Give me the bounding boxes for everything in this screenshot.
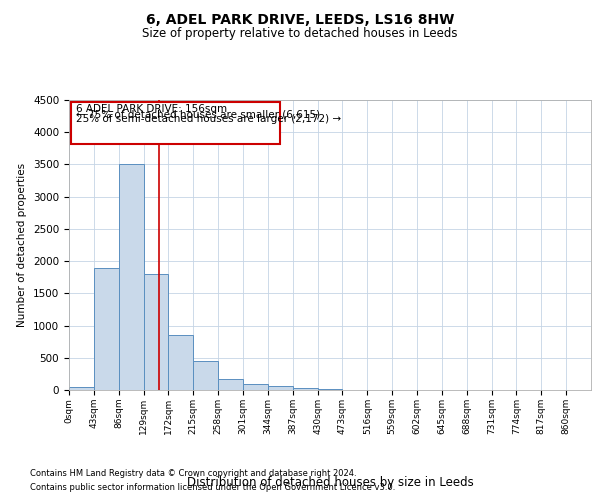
Text: Contains public sector information licensed under the Open Government Licence v3: Contains public sector information licen…: [30, 484, 395, 492]
Bar: [143, 274, 169, 390]
Y-axis label: Number of detached properties: Number of detached properties: [17, 163, 28, 327]
Text: Contains HM Land Registry data © Crown copyright and database right 2024.: Contains HM Land Registry data © Crown c…: [30, 468, 356, 477]
Bar: [94, 268, 119, 390]
X-axis label: Distribution of detached houses by size in Leeds: Distribution of detached houses by size …: [187, 476, 473, 488]
Bar: [268, 386, 293, 390]
Bar: [243, 384, 268, 390]
Bar: [119, 164, 143, 390]
Polygon shape: [71, 102, 280, 144]
Text: 6 ADEL PARK DRIVE: 156sqm: 6 ADEL PARK DRIVE: 156sqm: [76, 104, 227, 114]
Bar: [169, 335, 193, 390]
Bar: [193, 361, 218, 390]
Text: 6, ADEL PARK DRIVE, LEEDS, LS16 8HW: 6, ADEL PARK DRIVE, LEEDS, LS16 8HW: [146, 12, 454, 26]
Text: ← 75% of detached houses are smaller (6,615): ← 75% of detached houses are smaller (6,…: [76, 109, 320, 119]
Bar: [218, 378, 243, 390]
Text: Size of property relative to detached houses in Leeds: Size of property relative to detached ho…: [142, 28, 458, 40]
Bar: [293, 388, 317, 390]
Bar: [69, 387, 94, 390]
Text: 25% of semi-detached houses are larger (2,172) →: 25% of semi-detached houses are larger (…: [76, 114, 341, 124]
